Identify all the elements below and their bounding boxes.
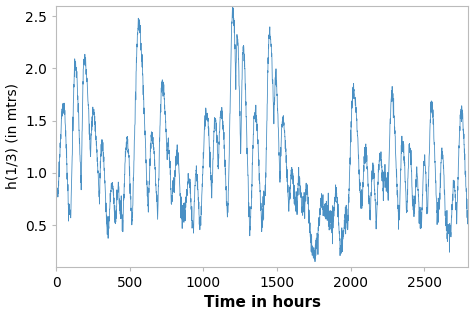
X-axis label: Time in hours: Time in hours <box>204 295 321 310</box>
Y-axis label: h(1/3) (in mtrs): h(1/3) (in mtrs) <box>6 83 19 189</box>
